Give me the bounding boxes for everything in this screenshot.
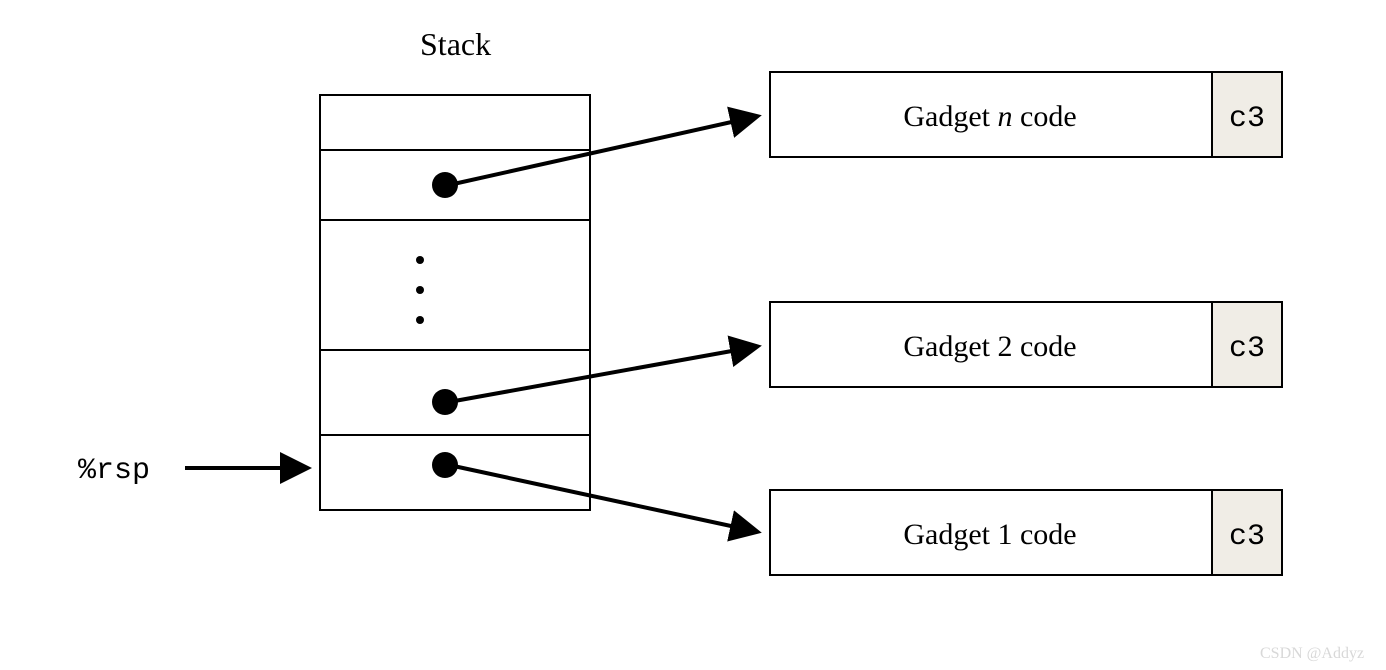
gadget-label: Gadget 1 code xyxy=(903,518,1076,551)
gadget-box: Gadget n code c3 xyxy=(770,72,1282,157)
gadget-label: Gadget 2 code xyxy=(903,330,1076,363)
c3-label: c3 xyxy=(1229,332,1265,366)
stack-cell xyxy=(320,350,590,435)
rsp-label: %rsp xyxy=(78,454,150,488)
c3-label: c3 xyxy=(1229,102,1265,136)
stack-column xyxy=(320,95,590,510)
gadget-label: Gadget n code xyxy=(903,100,1076,133)
stack-cell xyxy=(320,95,590,150)
c3-label: c3 xyxy=(1229,520,1265,554)
watermark: CSDN @Addyz xyxy=(1260,645,1364,662)
gadget-box: Gadget 2 code c3 xyxy=(770,302,1282,387)
stack-title: Stack xyxy=(420,26,491,62)
gadget-box: Gadget 1 code c3 xyxy=(770,490,1282,575)
stack-cell xyxy=(320,220,590,350)
